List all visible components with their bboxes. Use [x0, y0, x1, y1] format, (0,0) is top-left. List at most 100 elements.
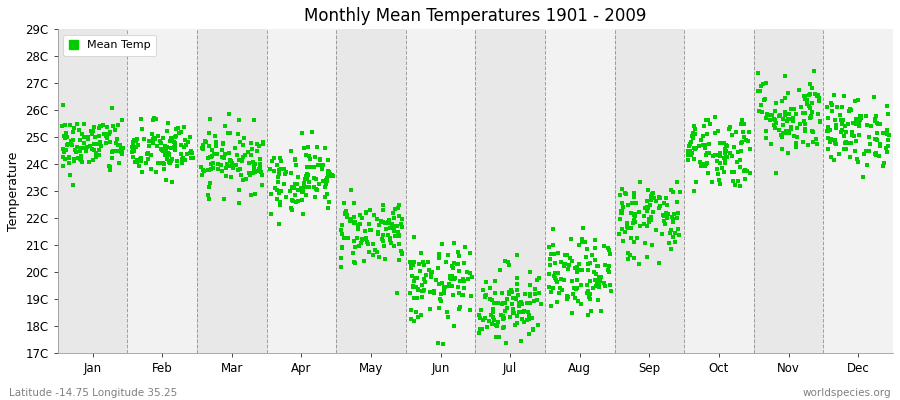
Point [131, 162, 146, 169]
Point [110, 148, 124, 154]
Point [371, 230, 385, 237]
Point [321, 171, 336, 177]
Point [355, 236, 369, 242]
Point [485, 297, 500, 304]
Point [543, 256, 557, 263]
Point [299, 192, 313, 198]
Point [270, 196, 284, 202]
Point [479, 279, 493, 285]
Point [878, 144, 893, 151]
Point [789, 111, 804, 117]
Point [797, 128, 812, 134]
Point [57, 133, 71, 139]
Point [232, 157, 247, 163]
Point [621, 202, 635, 208]
Point [341, 235, 356, 242]
Point [91, 140, 105, 147]
Point [668, 239, 682, 245]
Point [446, 283, 460, 290]
Point [561, 294, 575, 300]
Point [151, 133, 166, 140]
Point [706, 153, 720, 160]
Point [134, 116, 148, 122]
Point [69, 144, 84, 150]
Point [713, 160, 727, 166]
Point [312, 155, 327, 162]
Point [717, 147, 732, 154]
Point [802, 92, 816, 98]
Point [580, 246, 594, 252]
Point [545, 242, 560, 248]
Point [310, 162, 325, 168]
Point [560, 296, 574, 302]
Point [516, 316, 530, 322]
Point [789, 144, 804, 150]
Point [463, 307, 477, 314]
Point [446, 292, 460, 298]
Point [483, 296, 498, 302]
Point [698, 145, 713, 151]
Point [567, 265, 581, 272]
Point [347, 199, 362, 206]
Point [494, 312, 508, 318]
Point [208, 143, 222, 150]
Point [162, 159, 176, 165]
Point [475, 316, 490, 323]
Point [729, 128, 743, 135]
Point [243, 192, 257, 198]
Point [656, 200, 670, 206]
Point [55, 146, 69, 152]
Point [108, 126, 122, 133]
Point [514, 338, 528, 344]
Point [404, 262, 419, 268]
Point [448, 275, 463, 281]
Point [163, 138, 177, 145]
Point [726, 177, 741, 184]
Point [698, 142, 713, 148]
Point [580, 290, 594, 296]
Point [103, 129, 117, 136]
Point [378, 256, 392, 262]
Point [253, 162, 267, 168]
Point [525, 314, 539, 321]
Point [581, 294, 596, 300]
Point [491, 300, 506, 306]
Point [834, 116, 849, 123]
Point [843, 106, 858, 112]
Point [344, 187, 358, 194]
Point [235, 158, 249, 164]
Point [418, 262, 432, 269]
Point [562, 262, 576, 268]
Point [544, 289, 558, 296]
Point [646, 209, 661, 215]
Point [248, 163, 262, 170]
Point [845, 128, 859, 135]
Bar [615, 29, 684, 353]
Point [351, 222, 365, 228]
Point [486, 309, 500, 315]
Point [161, 150, 176, 156]
Point [489, 334, 503, 340]
Point [798, 121, 813, 127]
Point [483, 284, 498, 291]
Point [453, 304, 467, 310]
Point [681, 152, 696, 158]
Point [58, 147, 73, 153]
Point [590, 278, 604, 284]
Point [289, 162, 303, 168]
Point [272, 171, 286, 178]
Point [805, 113, 819, 119]
Point [148, 116, 163, 122]
Point [75, 159, 89, 165]
Point [343, 217, 357, 224]
Point [768, 125, 782, 132]
Point [565, 278, 580, 285]
Point [441, 314, 455, 321]
Point [288, 192, 302, 198]
Point [236, 142, 250, 148]
Point [649, 198, 663, 204]
Point [425, 269, 439, 276]
Point [838, 140, 852, 146]
Point [810, 93, 824, 100]
Point [575, 267, 590, 273]
